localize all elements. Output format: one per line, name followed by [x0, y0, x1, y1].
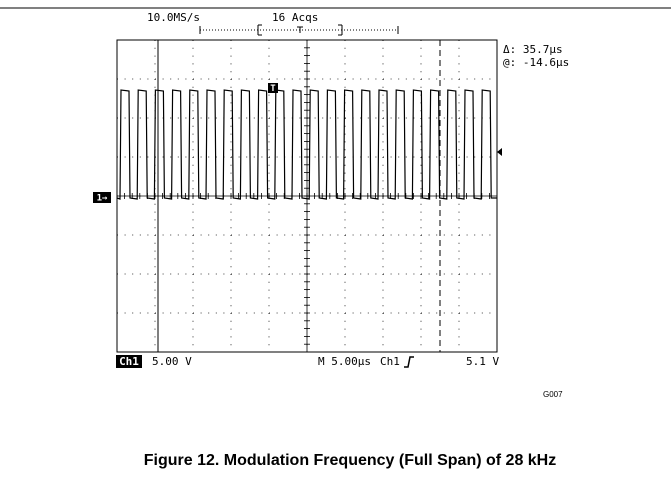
record-brackets — [199, 24, 399, 36]
trigger-level: 5.1 V — [466, 355, 499, 368]
graticule — [116, 39, 497, 352]
cursor-delta: Δ: 35.7µs — [503, 43, 563, 56]
channel-marker-box — [93, 192, 111, 203]
trigger-slope — [404, 356, 414, 368]
waveform — [116, 89, 497, 200]
trigger-source: Ch1 — [380, 355, 400, 368]
channel-label: Ch1 — [119, 355, 139, 368]
sample-rate: 10.0MS/s — [147, 11, 200, 24]
trigger-marker-box — [268, 83, 278, 93]
timebase: M 5.00µs — [318, 355, 371, 368]
vertical-scale: 5.00 V — [152, 355, 192, 368]
caption: Figure 12. Modulation Frequency (Full Sp… — [144, 452, 556, 469]
channel-marker: 1→ — [97, 194, 108, 204]
figure-id: G007 — [543, 390, 563, 399]
trigger-level-arrow — [497, 148, 502, 156]
channel-box — [116, 355, 142, 368]
trigger-marker: T — [270, 84, 276, 94]
cursor-position: @: -14.6µs — [503, 56, 569, 69]
acquisitions: 16 Acqs — [272, 11, 318, 24]
